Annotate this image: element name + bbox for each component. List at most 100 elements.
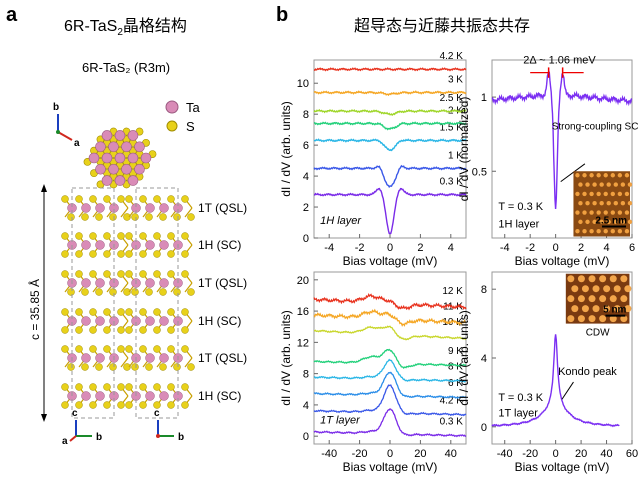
s-atom <box>159 363 167 371</box>
ta-atom <box>108 141 119 153</box>
s-atom <box>181 195 189 203</box>
callout-arrow <box>561 381 574 400</box>
ta-atom <box>159 353 169 363</box>
axes-indicator-top: b a <box>53 102 80 149</box>
ta-atom <box>145 316 155 326</box>
ta-atom <box>121 141 132 153</box>
s-atom <box>67 288 75 296</box>
stm-atom <box>613 285 621 293</box>
panel-b-title: 超导态与近藤共振态共存 <box>354 18 531 35</box>
stm-atom <box>567 275 575 283</box>
bond <box>184 207 193 218</box>
x-tick-label: -2 <box>525 242 535 254</box>
s-atom <box>61 326 69 334</box>
x-axis-label: Bias voltage (mV) <box>515 460 610 474</box>
s-atom <box>181 326 189 334</box>
ta-atom <box>134 163 145 175</box>
svg-text:a: a <box>74 138 80 149</box>
y-tick-label: 4 <box>481 353 487 365</box>
s-atom <box>61 232 69 240</box>
stm-atom <box>620 201 626 206</box>
series-line <box>313 371 467 400</box>
series-label: 1 K <box>448 150 463 161</box>
stm-atom <box>588 315 596 323</box>
ta-atom <box>114 175 126 186</box>
s-atom <box>103 270 111 278</box>
series-label: 4.2 K <box>440 395 464 406</box>
s-atom <box>103 383 111 391</box>
s-atom <box>181 308 189 316</box>
x-tick-label: 0 <box>553 448 559 460</box>
ta-atom <box>121 163 132 175</box>
series-line <box>313 348 467 369</box>
top-structure-label: 6R-TaS₂ (R3m) <box>82 60 170 75</box>
stm-atom <box>567 295 575 303</box>
s-atom <box>95 363 103 371</box>
layer-label: 1H layer <box>498 219 539 231</box>
stm-atom <box>624 228 630 234</box>
s-atom <box>167 326 175 334</box>
callout-label: Kondo peak <box>558 366 617 378</box>
stm-atom <box>567 315 575 323</box>
svg-text:b: b <box>178 432 184 443</box>
y-axis-label: dI / dV (arb. units) <box>279 101 293 196</box>
stm-atom <box>599 315 607 323</box>
s-atom <box>153 345 161 353</box>
y-tick-label: 0 <box>303 233 309 245</box>
stm-atom <box>610 191 615 197</box>
stm-atom <box>582 191 587 197</box>
s-atom <box>139 401 147 409</box>
ta-atom <box>127 130 139 141</box>
bond <box>120 357 129 368</box>
svg-text:b: b <box>96 432 102 443</box>
ta-atom <box>159 240 169 250</box>
ta-atom <box>81 391 91 401</box>
s-atom <box>61 345 69 353</box>
y-tick-label: 2 <box>303 202 309 214</box>
stm-atom <box>578 182 583 187</box>
x-tick-label: 60 <box>626 448 638 460</box>
s-atom <box>181 345 189 353</box>
axes-indicator-bottom-left: c a b <box>62 408 102 447</box>
stm-atom <box>613 219 618 225</box>
ta-atom <box>81 278 91 288</box>
ta-atom <box>145 240 155 250</box>
s-atom <box>125 401 133 409</box>
scale-bar-label: 5 nm <box>603 305 626 316</box>
stm-atom <box>609 275 617 283</box>
stm-atom <box>577 275 585 283</box>
s-atom <box>81 363 89 371</box>
ta-atom <box>95 141 106 153</box>
ta-atom <box>145 278 155 288</box>
stm-atom <box>585 219 590 225</box>
layer-label: 1H (SC) <box>198 314 241 328</box>
stm-atom <box>589 191 594 197</box>
stm-atom <box>620 295 628 303</box>
x-axis-label: Bias voltage (mV) <box>343 254 438 268</box>
stm-atom <box>578 219 583 225</box>
s-atom <box>167 270 175 278</box>
stm-atom <box>578 201 583 206</box>
y-tick-label: 1 <box>481 92 487 104</box>
ta-atom <box>159 278 169 288</box>
s-atom <box>145 363 153 371</box>
crystal-structure-illustration: 6R-TaS₂ (R3m) Ta S b a c = 35.85 Å 1T (Q… <box>27 60 247 447</box>
stm-atom <box>599 182 604 187</box>
series-line <box>313 164 467 189</box>
y-tick-label: 20 <box>297 275 309 287</box>
s-atom <box>139 232 147 240</box>
s-atom <box>139 270 147 278</box>
stm-atom <box>599 219 604 225</box>
s-atom <box>181 232 189 240</box>
ta-atom <box>95 316 105 326</box>
s-atom <box>81 288 89 296</box>
s-atom <box>159 288 167 296</box>
layer-label: 1T layer <box>498 407 538 419</box>
s-atom <box>61 195 69 203</box>
s-atom <box>167 345 175 353</box>
stm-atom <box>582 173 587 178</box>
x-axis-label: Bias voltage (mV) <box>343 460 438 474</box>
series-line <box>491 334 620 428</box>
top-view-cluster <box>83 127 157 189</box>
